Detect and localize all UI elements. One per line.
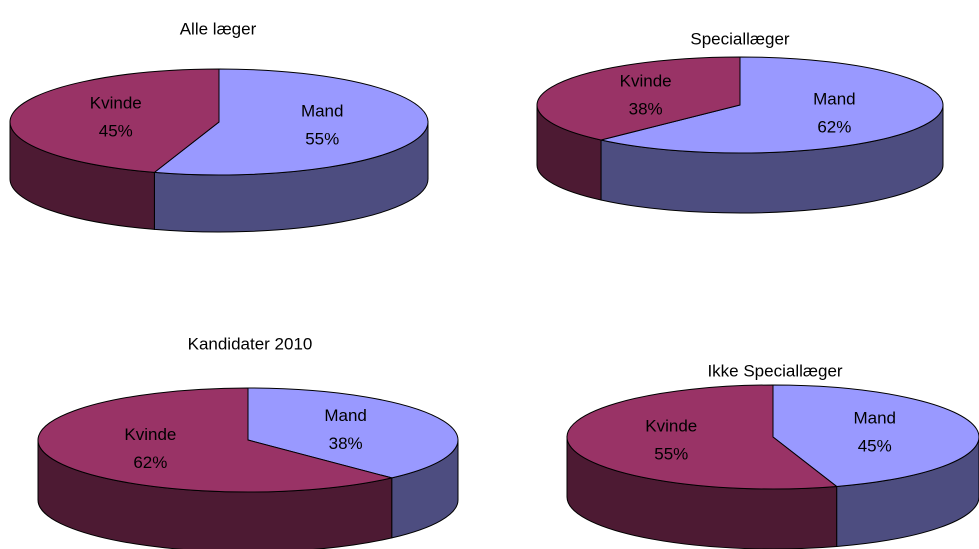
pie-title: Ikke Speciallæger [707,361,842,380]
slice [37,387,392,493]
pie-title: Speciallæger [690,29,790,48]
value-label: 55% [654,445,688,464]
slice-label: Mand [301,102,344,121]
pie-title: Alle læger [180,19,257,38]
value-label: 38% [329,434,363,453]
value-label: 55% [305,130,339,149]
value-label: 38% [629,100,663,119]
slice [600,56,944,154]
slice [566,384,838,490]
slice [153,68,429,176]
slice [536,56,741,141]
slice [9,68,220,173]
value-label: 45% [858,436,892,455]
slice-label: Kvinde [124,425,176,444]
slice [247,387,459,479]
slice-label: Kvinde [620,72,672,91]
slice-label: Mand [324,406,367,425]
slice-label: Kvinde [645,417,697,436]
value-label: 45% [99,121,133,140]
slice-label: Mand [813,89,856,108]
pie-title: Kandidater 2010 [188,334,313,353]
slice-label: Mand [853,408,896,427]
slice-label: Kvinde [90,93,142,112]
value-label: 62% [133,453,167,472]
slice [772,384,979,487]
value-label: 62% [817,117,851,136]
